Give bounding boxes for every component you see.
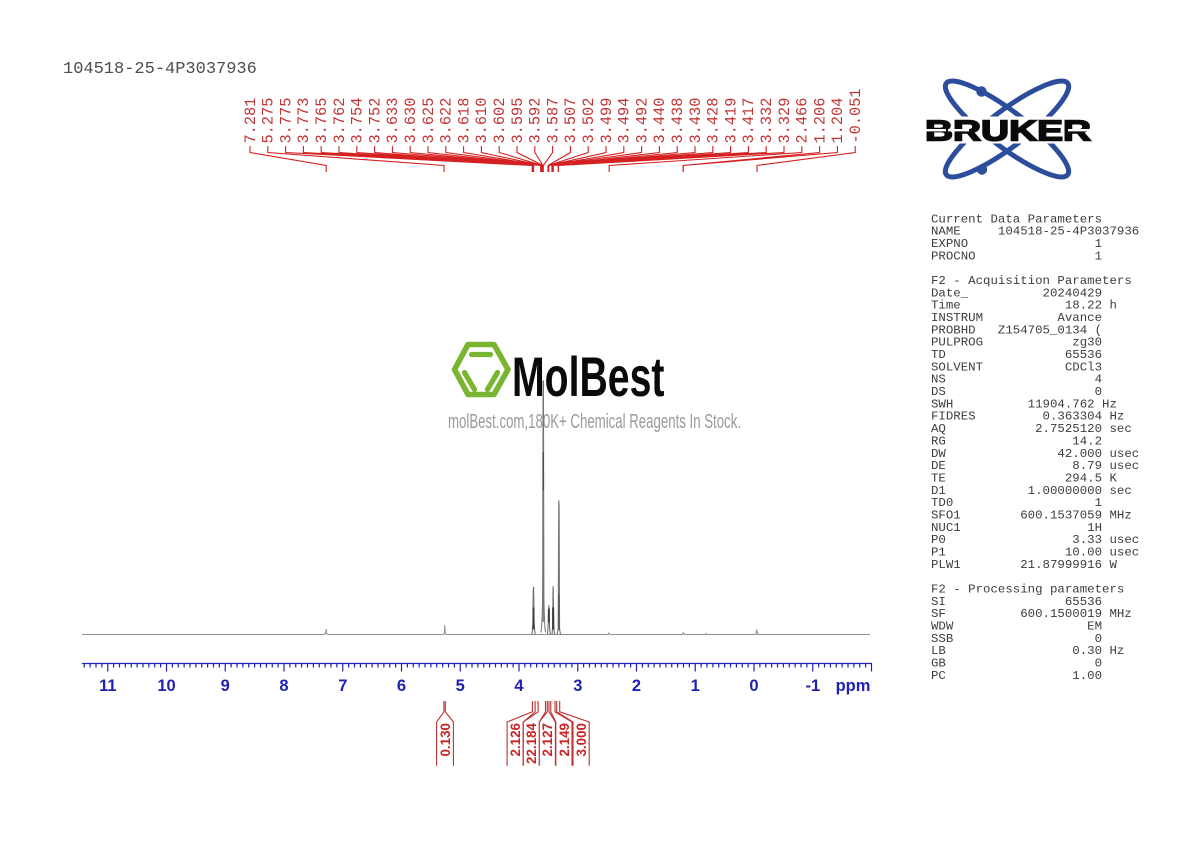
svg-text:11: 11: [99, 677, 116, 695]
svg-text:3.765: 3.765: [313, 98, 331, 144]
svg-text:1: 1: [691, 677, 700, 695]
svg-text:3.630: 3.630: [402, 98, 420, 144]
svg-text:NAME 104518-25-4P3037936: NAME 104518-25-4P3037936: [931, 225, 1139, 239]
svg-text:3.440: 3.440: [651, 98, 669, 144]
svg-text:TD 65536: TD 65536: [931, 348, 1102, 362]
svg-text:3.419: 3.419: [722, 98, 740, 144]
svg-text:8: 8: [279, 677, 288, 695]
svg-text:SOLVENT CDCl3: SOLVENT CDCl3: [931, 360, 1102, 374]
svg-text:PULPROG zg30: PULPROG zg30: [931, 336, 1102, 350]
svg-text:2.466: 2.466: [794, 98, 812, 144]
svg-text:3.417: 3.417: [740, 98, 758, 144]
svg-text:DW 42.000 usec: DW 42.000 usec: [931, 447, 1139, 461]
svg-text:3.507: 3.507: [562, 98, 580, 144]
svg-text:3: 3: [573, 677, 582, 695]
svg-text:-1: -1: [805, 677, 820, 695]
svg-text:2.127: 2.127: [540, 723, 555, 757]
svg-text:3.595: 3.595: [509, 98, 527, 144]
svg-text:SF 600.1500019 MHz: SF 600.1500019 MHz: [931, 607, 1132, 621]
svg-text:PLW1 21.87999916 W: PLW1 21.87999916 W: [931, 558, 1117, 572]
svg-text:AQ 2.7525120 sec: AQ 2.7525120 sec: [931, 422, 1132, 436]
svg-text:GB 0: GB 0: [931, 657, 1102, 671]
svg-text:F2 - Processing parameters: F2 - Processing parameters: [931, 583, 1124, 597]
svg-text:3.430: 3.430: [687, 98, 705, 144]
svg-text:DE 8.79 usec: DE 8.79 usec: [931, 459, 1139, 473]
svg-text:P1 10.00 usec: P1 10.00 usec: [931, 545, 1139, 559]
svg-text:ppm: ppm: [836, 677, 871, 695]
svg-text:1.206: 1.206: [811, 98, 829, 144]
svg-text:3.610: 3.610: [473, 98, 491, 144]
svg-text:NUC1 1H: NUC1 1H: [931, 521, 1102, 535]
svg-text:22.184: 22.184: [524, 722, 539, 764]
svg-text:RG 14.2: RG 14.2: [931, 434, 1102, 448]
svg-text:3.622: 3.622: [438, 98, 456, 144]
svg-text:0: 0: [749, 677, 758, 695]
svg-text:3.618: 3.618: [455, 98, 473, 144]
svg-text:9: 9: [221, 677, 230, 695]
svg-text:3.625: 3.625: [420, 98, 438, 144]
svg-text:TE 294.5 K: TE 294.5 K: [931, 471, 1117, 485]
svg-text:3.329: 3.329: [776, 98, 794, 144]
svg-text:Time 18.22 h: Time 18.22 h: [931, 299, 1117, 313]
svg-text:2.149: 2.149: [557, 723, 572, 757]
svg-text:3.773: 3.773: [295, 98, 313, 144]
svg-text:3.438: 3.438: [669, 98, 687, 144]
svg-text:3.502: 3.502: [580, 98, 598, 144]
svg-text:7: 7: [338, 677, 347, 695]
svg-text:3.332: 3.332: [758, 98, 776, 144]
svg-text:molBest.com,180K+ Chemical Rea: molBest.com,180K+ Chemical Reagents In S…: [448, 411, 741, 433]
svg-text:SSB 0: SSB 0: [931, 632, 1102, 646]
svg-text:3.428: 3.428: [705, 98, 723, 144]
svg-text:3.754: 3.754: [349, 98, 367, 144]
svg-text:104518-25-4P3037936: 104518-25-4P3037936: [63, 60, 257, 79]
svg-text:TD0 1: TD0 1: [931, 496, 1102, 510]
svg-text:0.130: 0.130: [438, 723, 453, 757]
svg-text:DS 0: DS 0: [931, 385, 1102, 399]
svg-text:EXPNO 1: EXPNO 1: [931, 237, 1102, 251]
svg-text:3.752: 3.752: [366, 98, 384, 144]
svg-text:3.592: 3.592: [527, 98, 545, 144]
svg-text:3.499: 3.499: [598, 98, 616, 144]
svg-text:FIDRES 0.363304 Hz: FIDRES 0.363304 Hz: [931, 410, 1124, 424]
svg-text:P0 3.33 usec: P0 3.33 usec: [931, 533, 1139, 547]
svg-text:SWH 11904.762 Hz: SWH 11904.762 Hz: [931, 397, 1117, 411]
svg-text:SI 65536: SI 65536: [931, 595, 1102, 609]
svg-text:5.275: 5.275: [260, 98, 278, 144]
svg-text:F2 - Acquisition Parameters: F2 - Acquisition Parameters: [931, 274, 1132, 288]
svg-text:PROCNO 1: PROCNO 1: [931, 249, 1102, 263]
svg-text:2: 2: [632, 677, 641, 695]
svg-text:SFO1 600.1537059 MHz: SFO1 600.1537059 MHz: [931, 508, 1132, 522]
svg-text:WDW EM: WDW EM: [931, 620, 1102, 634]
svg-text:3.775: 3.775: [277, 98, 295, 144]
svg-text:Date_ 20240429: Date_ 20240429: [931, 286, 1102, 300]
svg-text:10: 10: [157, 677, 175, 695]
svg-text:3.000: 3.000: [574, 723, 589, 757]
svg-text:3.633: 3.633: [384, 98, 402, 144]
svg-text:PROBHD Z154705_0134 (: PROBHD Z154705_0134 (: [931, 323, 1102, 337]
svg-text:NS 4: NS 4: [931, 373, 1102, 387]
svg-text:BRUKER: BRUKER: [925, 116, 1091, 148]
svg-text:3.492: 3.492: [633, 98, 651, 144]
svg-text:3.494: 3.494: [616, 98, 634, 144]
svg-text:2.126: 2.126: [508, 723, 523, 757]
svg-text:D1 1.00000000 sec: D1 1.00000000 sec: [931, 484, 1132, 498]
svg-text:Current Data Parameters: Current Data Parameters: [931, 212, 1102, 226]
svg-text:PC 1.00: PC 1.00: [931, 669, 1102, 683]
svg-text:MolBest: MolBest: [512, 346, 664, 409]
svg-text:7.281: 7.281: [242, 98, 260, 144]
svg-text:3.602: 3.602: [491, 98, 509, 144]
svg-text:LB 0.30 Hz: LB 0.30 Hz: [931, 644, 1124, 658]
svg-text:INSTRUM Avance: INSTRUM Avance: [931, 311, 1102, 325]
svg-text:5: 5: [456, 677, 465, 695]
svg-text:6: 6: [397, 677, 406, 695]
svg-text:-0.051: -0.051: [847, 88, 865, 143]
svg-text:3.762: 3.762: [331, 98, 349, 144]
svg-text:3.587: 3.587: [544, 98, 562, 144]
svg-text:1.204: 1.204: [829, 98, 847, 144]
svg-text:4: 4: [514, 677, 524, 695]
